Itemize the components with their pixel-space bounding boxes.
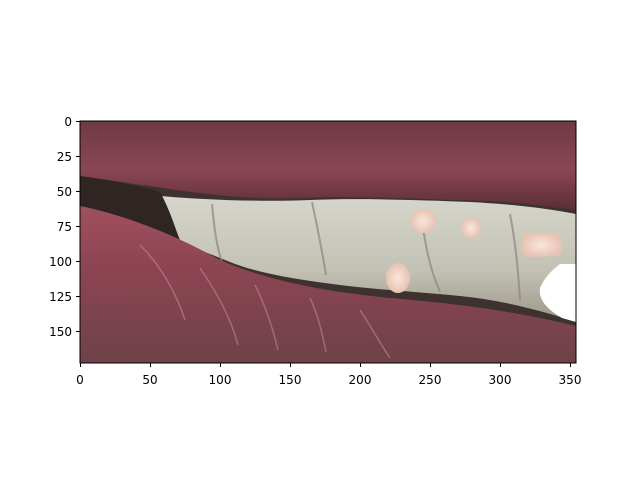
y-tick-label: 50	[57, 185, 72, 199]
left-teeth-shadow	[80, 176, 180, 240]
y-tick-label: 25	[57, 150, 72, 164]
upper-lip	[80, 121, 576, 210]
spot-4	[386, 263, 410, 293]
y-tick-label: 100	[49, 255, 72, 269]
axes-frame	[79, 120, 577, 364]
white-spots	[386, 209, 576, 322]
x-tick-label: 250	[419, 373, 442, 387]
x-tick-label: 0	[76, 373, 84, 387]
spot-3	[521, 233, 562, 257]
spot-2	[461, 218, 481, 238]
y-tick-label: 75	[57, 220, 72, 234]
x-tick-label: 150	[279, 373, 302, 387]
photo-image	[80, 121, 576, 363]
y-tick-label: 150	[49, 325, 72, 339]
lip-texture	[139, 244, 391, 359]
spot-5	[539, 264, 576, 322]
lower-lip	[80, 206, 576, 363]
y-tick-label: 0	[64, 115, 72, 129]
x-tick-label: 100	[209, 373, 232, 387]
y-axis: 0 25 50 75 100 125 150	[49, 115, 80, 339]
spot-1	[410, 209, 436, 233]
x-axis: 0 50 100 150 200 250 300 350	[76, 363, 581, 387]
x-tick-label: 350	[559, 373, 582, 387]
y-tick-label: 125	[49, 290, 72, 304]
x-tick-label: 300	[489, 373, 512, 387]
x-tick-label: 200	[349, 373, 372, 387]
x-tick-label: 50	[142, 373, 157, 387]
